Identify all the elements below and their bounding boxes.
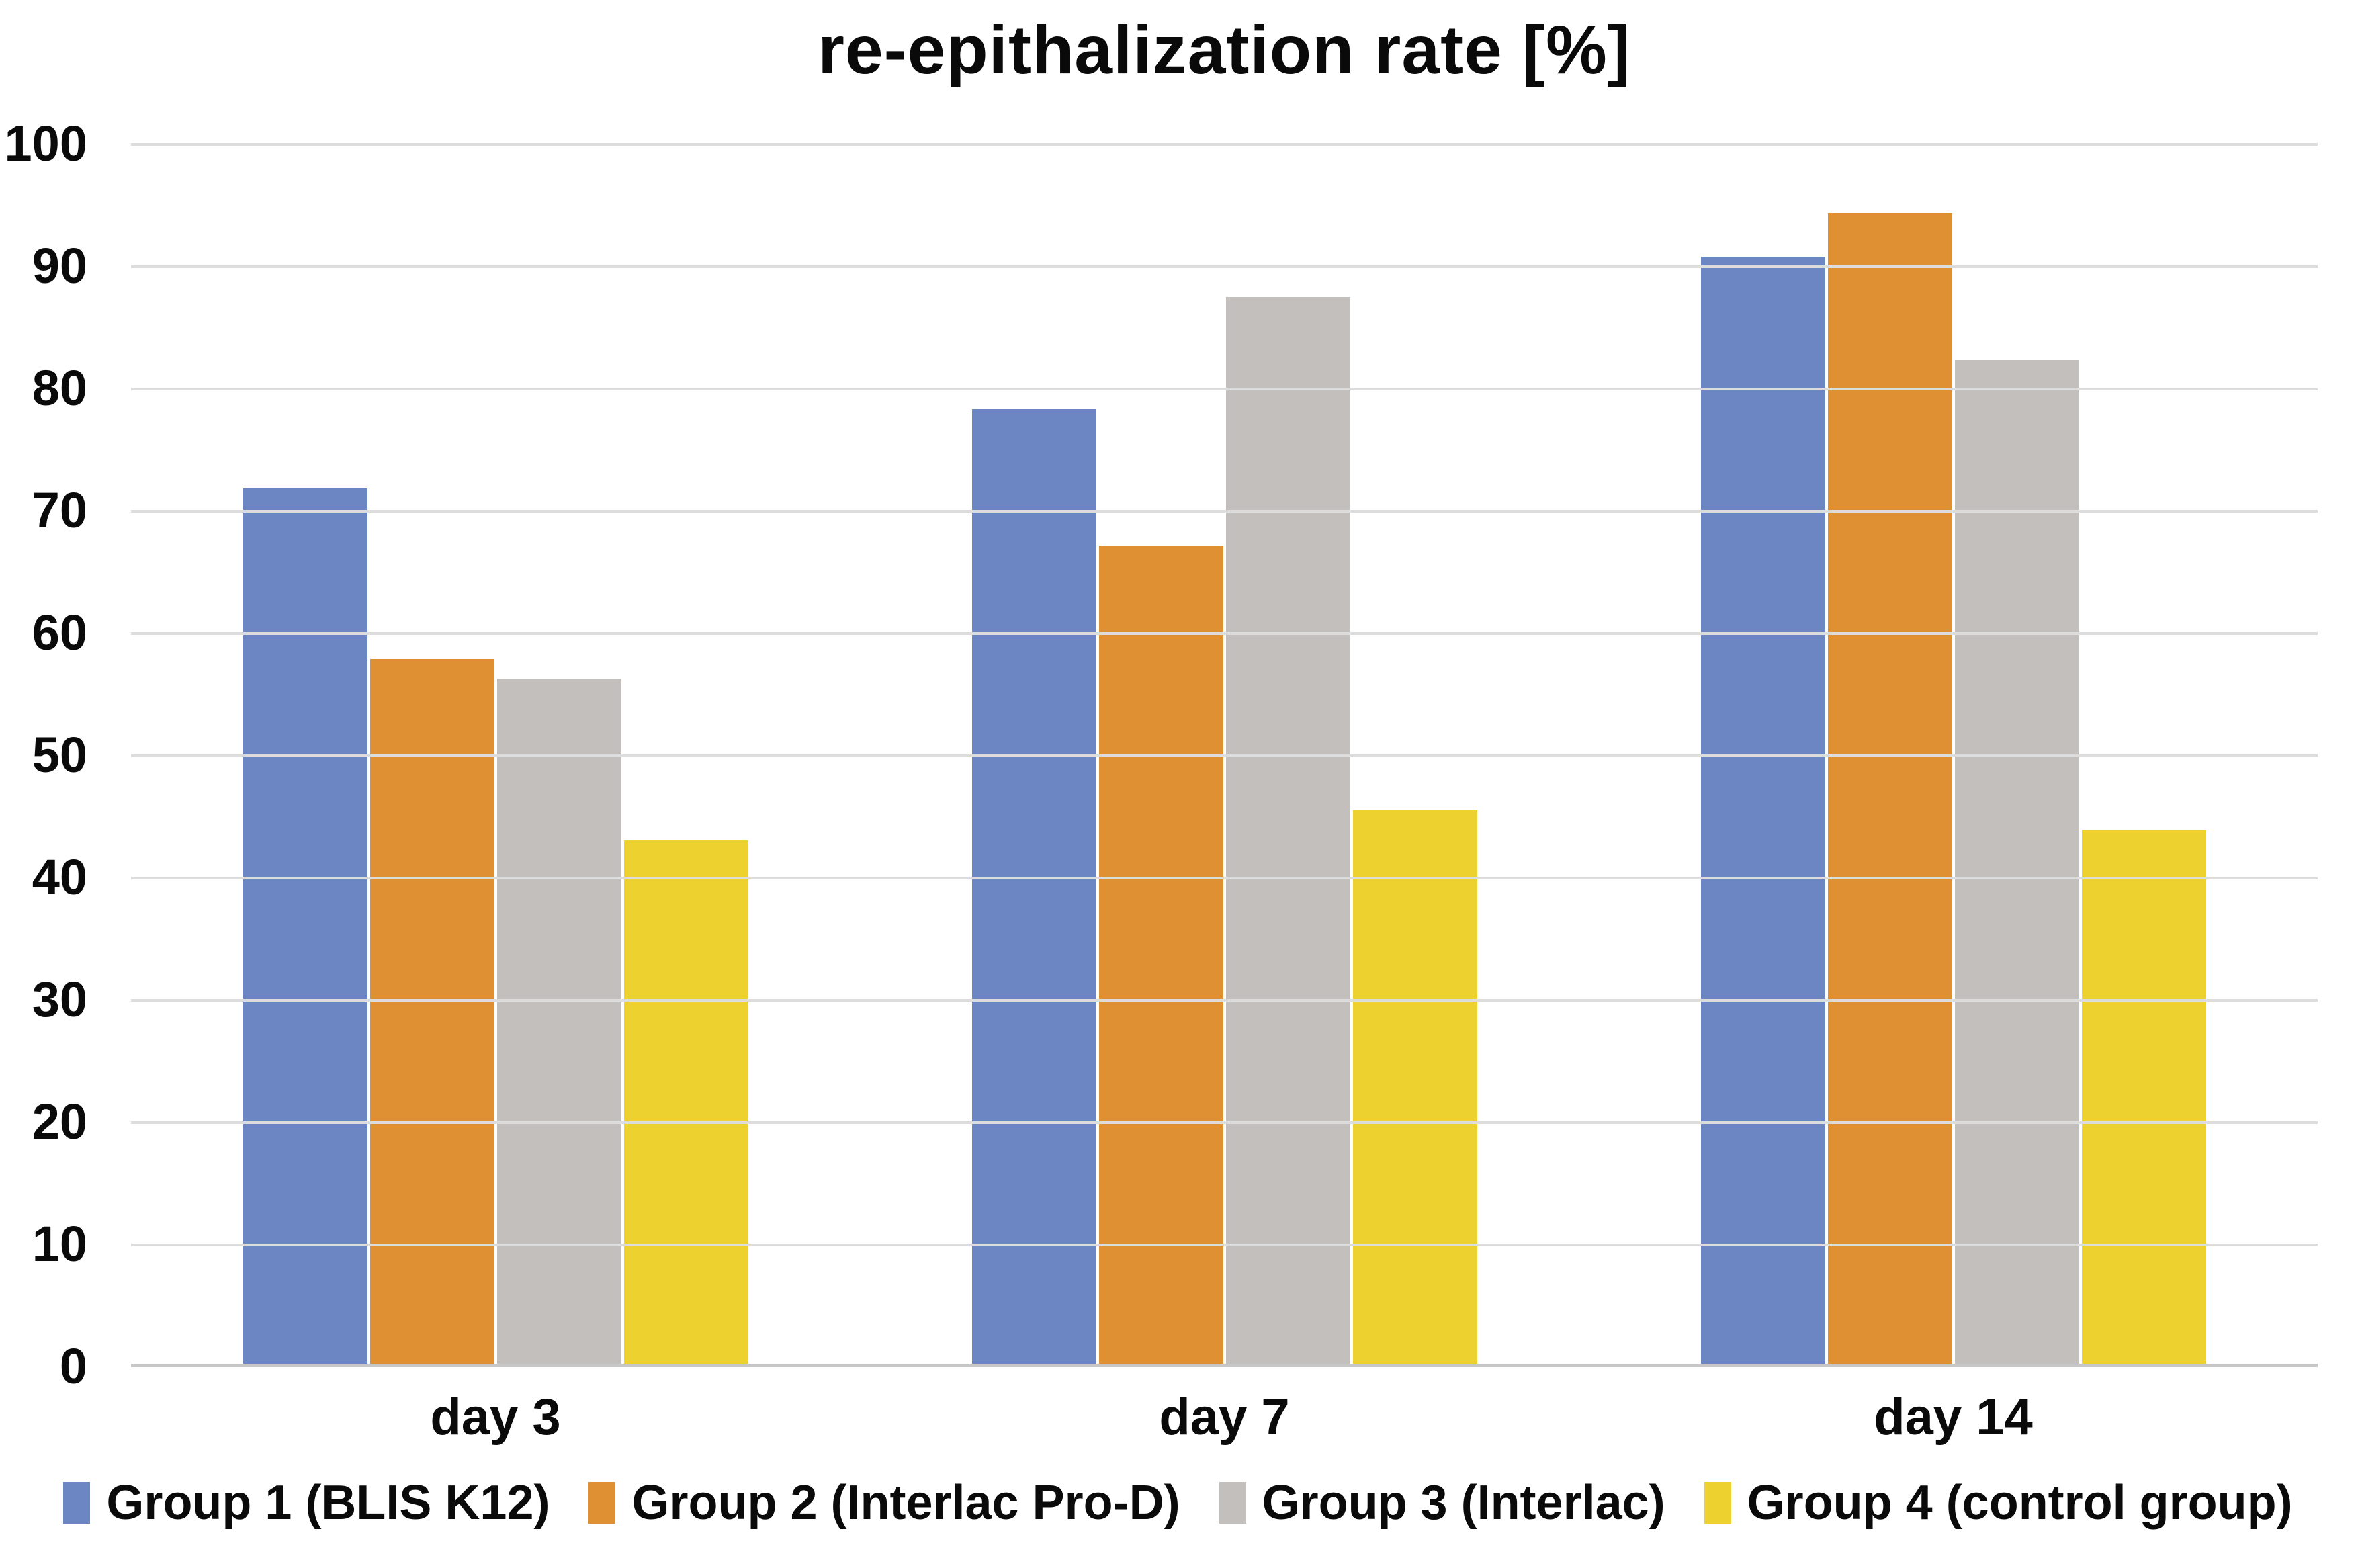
bar — [1954, 360, 2079, 1364]
gridline — [131, 265, 2318, 268]
y-axis: 0 10 20 30 40 50 60 70 80 90 100 — [0, 116, 87, 1394]
x-axis: day 3 day 7 day 14 — [131, 1388, 2318, 1446]
bar — [623, 840, 748, 1364]
bar — [1352, 810, 1477, 1364]
gridline — [131, 632, 2318, 635]
y-tick-label: 30 — [32, 971, 87, 1027]
y-tick-label: 20 — [32, 1093, 87, 1149]
y-tick-label: 40 — [32, 848, 87, 905]
y-tick-label: 0 — [59, 1338, 87, 1394]
y-tick-label: 60 — [32, 604, 87, 660]
legend-swatch-icon — [1219, 1482, 1246, 1524]
bar — [1700, 256, 1825, 1364]
legend-swatch-icon — [63, 1482, 91, 1524]
bar — [2081, 830, 2206, 1364]
legend-item: Group 4 (control group) — [1704, 1475, 2293, 1530]
gridline — [131, 877, 2318, 879]
bar — [496, 678, 621, 1364]
legend-item: Group 3 (Interlac) — [1219, 1475, 1665, 1530]
legend-item: Group 2 (Interlac Pro-D) — [588, 1475, 1180, 1530]
bar — [1827, 212, 1952, 1364]
bar-group-day-14 — [1589, 144, 2318, 1364]
bar — [971, 408, 1096, 1364]
gridline — [131, 510, 2318, 513]
gridline — [131, 388, 2318, 390]
legend: Group 1 (BLIS K12) Group 2 (Interlac Pro-… — [0, 1475, 2356, 1530]
legend-label: Group 4 (control group) — [1747, 1476, 2293, 1530]
y-tick-label: 50 — [32, 726, 87, 783]
gridline — [131, 754, 2318, 757]
bar — [243, 488, 367, 1364]
bar — [1225, 296, 1350, 1364]
bar — [1098, 546, 1223, 1364]
bar-group-day-7 — [860, 144, 1589, 1364]
legend-label: Group 2 (Interlac Pro-D) — [631, 1476, 1180, 1530]
y-tick-label: 100 — [4, 115, 87, 171]
x-category-label: day 7 — [1159, 1389, 1290, 1446]
gridline — [131, 999, 2318, 1002]
x-category-label: day 3 — [430, 1389, 561, 1446]
gridline — [131, 1121, 2318, 1124]
x-category-label: day 14 — [1874, 1389, 2033, 1446]
bar-groups — [131, 144, 2318, 1364]
legend-label: Group 1 (BLIS K12) — [106, 1476, 550, 1530]
y-tick-label: 90 — [32, 237, 87, 294]
legend-swatch-icon — [1704, 1482, 1731, 1524]
gridline — [131, 1244, 2318, 1246]
chart-title: re-epithalization rate [%] — [818, 11, 1631, 88]
gridline — [131, 143, 2318, 146]
y-tick-label: 10 — [32, 1215, 87, 1272]
legend-swatch-icon — [588, 1482, 616, 1524]
y-tick-label: 80 — [32, 359, 87, 416]
legend-item: Group 1 (BLIS K12) — [63, 1475, 550, 1530]
bar — [369, 658, 494, 1364]
y-tick-label: 70 — [32, 482, 87, 538]
plot-area — [131, 143, 2318, 1367]
legend-label: Group 3 (Interlac) — [1262, 1476, 1665, 1530]
